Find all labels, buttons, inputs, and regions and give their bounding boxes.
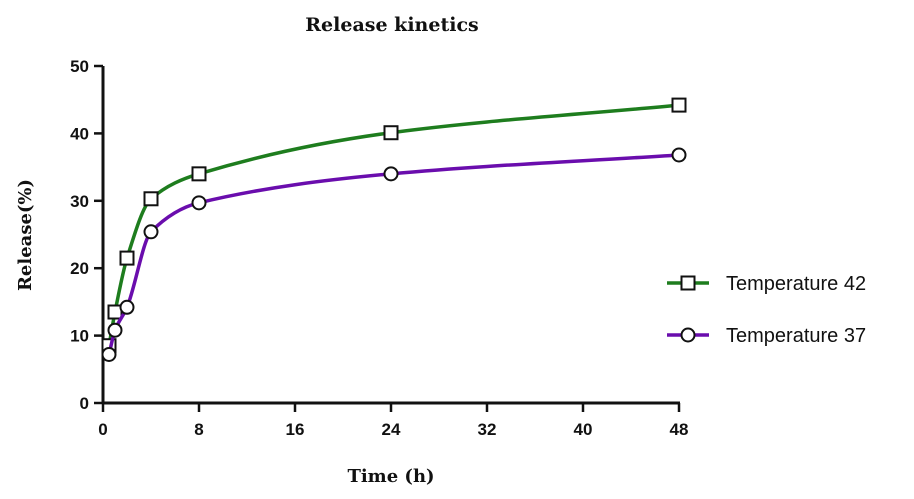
y-tick-label: 30 xyxy=(70,192,89,211)
y-tick-label: 20 xyxy=(70,259,89,278)
series-temperature-42 xyxy=(101,97,687,354)
legend-label: Temperature 42 xyxy=(726,273,866,295)
data-point-circle xyxy=(119,299,135,315)
data-point-circle xyxy=(191,195,207,211)
series-line xyxy=(107,103,680,347)
data-point-square xyxy=(671,97,687,113)
x-tick-label: 48 xyxy=(670,420,689,439)
legend-marker-circle xyxy=(680,327,696,343)
x-tick-label: 24 xyxy=(382,420,401,439)
x-tick-label: 8 xyxy=(194,420,203,439)
data-point-square xyxy=(143,191,159,207)
data-point-square xyxy=(191,166,207,182)
data-point-square xyxy=(119,250,135,266)
y-tick-label: 50 xyxy=(70,57,89,76)
data-point-circle xyxy=(101,346,117,362)
y-tick-label: 0 xyxy=(80,394,89,413)
y-tick-label: 10 xyxy=(70,327,89,346)
x-tick-label: 32 xyxy=(478,420,497,439)
legend-marker-square xyxy=(680,275,696,291)
data-point-circle xyxy=(143,224,159,240)
legend-item: Temperature 42 xyxy=(667,273,866,295)
x-tick-label: 40 xyxy=(574,420,593,439)
y-tick-label: 40 xyxy=(70,124,89,143)
legend: Temperature 42 Temperature 37 xyxy=(667,273,866,347)
x-tick-label: 16 xyxy=(286,420,305,439)
x-axis: 0 8 16 24 32 40 48 xyxy=(98,401,689,439)
chart-title: Release kinetics xyxy=(305,14,478,36)
legend-item: Temperature 37 xyxy=(667,325,866,347)
y-axis: 0 10 20 30 40 50 xyxy=(70,57,105,413)
data-point-circle xyxy=(671,147,687,163)
x-axis-label: Time (h) xyxy=(347,466,434,487)
series-layer xyxy=(101,97,687,362)
y-axis-label: Release(%) xyxy=(15,179,36,291)
data-point-circle xyxy=(107,322,123,338)
series-temperature-37 xyxy=(101,147,687,362)
data-point-circle xyxy=(383,166,399,182)
legend-label: Temperature 37 xyxy=(726,325,866,347)
series-line xyxy=(107,153,680,355)
x-tick-label: 0 xyxy=(98,420,107,439)
data-point-square xyxy=(383,125,399,141)
